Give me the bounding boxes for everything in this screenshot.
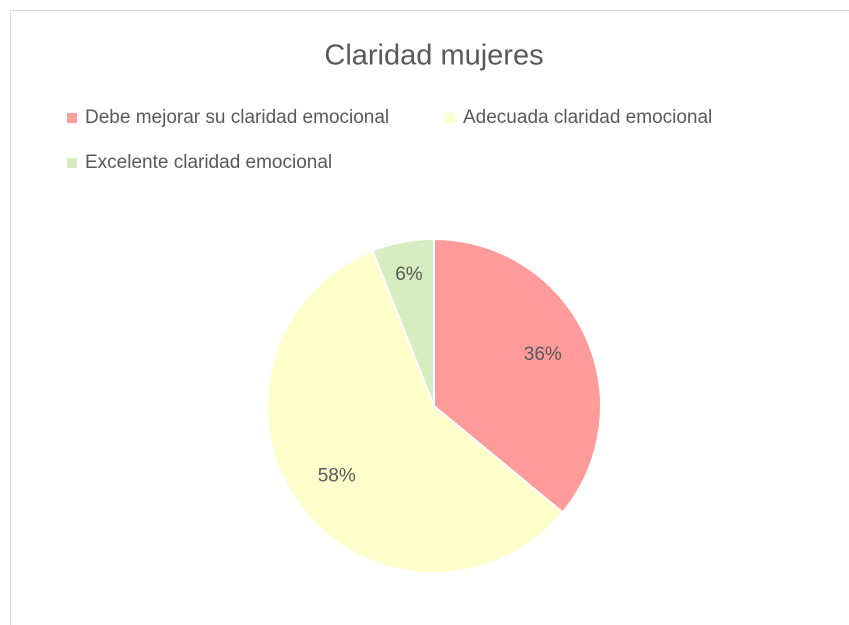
chart-title: Claridad mujeres <box>324 40 543 72</box>
pie-slice <box>371 237 435 407</box>
pie-slice <box>433 237 602 514</box>
data-label: 6% <box>395 264 423 285</box>
legend-swatch <box>445 113 455 123</box>
legend-swatch <box>67 113 77 123</box>
legend-label: Debe mejorar su claridad emocional <box>85 107 389 128</box>
legend-label: Adecuada claridad emocional <box>463 107 712 128</box>
data-label: 36% <box>524 344 562 365</box>
pie-slice <box>266 249 565 574</box>
legend-label: Excelente claridad emocional <box>85 152 332 173</box>
legend-swatch <box>67 158 77 168</box>
data-label: 58% <box>318 466 356 487</box>
